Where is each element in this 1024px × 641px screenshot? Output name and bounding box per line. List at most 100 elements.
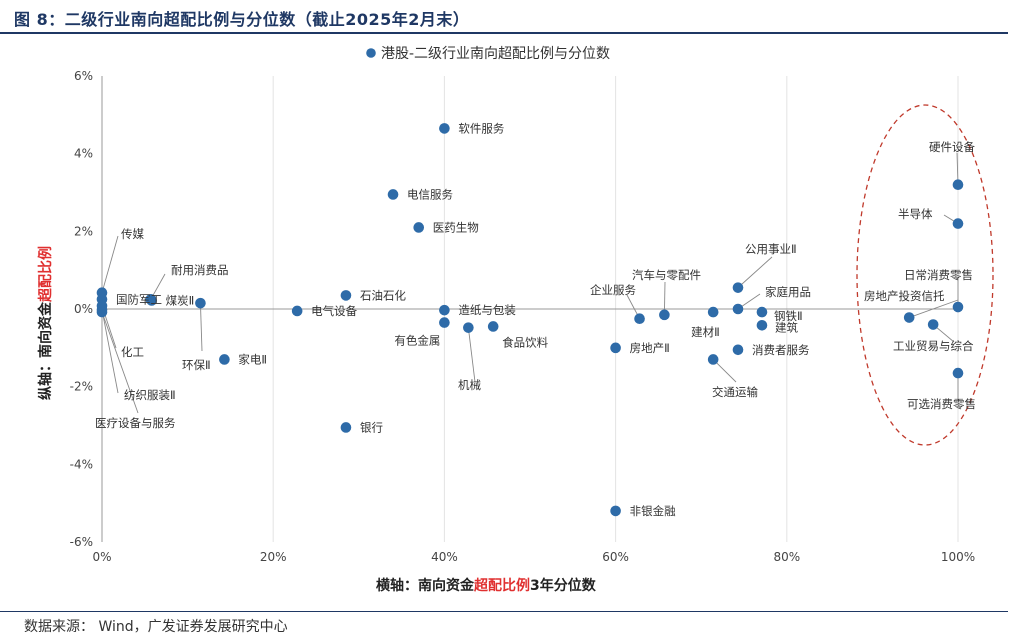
y-tick-label: -4%: [70, 457, 93, 471]
data-points: [96, 123, 964, 517]
y-tick-label: 2%: [74, 224, 93, 238]
data-point: [732, 303, 744, 315]
y-axis-title: 纵轴：南向资金超配比例: [37, 246, 54, 400]
point-label: 国防军工: [116, 292, 162, 306]
data-point: [952, 367, 964, 379]
point-label: 家电Ⅱ: [238, 352, 267, 366]
data-point: [145, 293, 157, 305]
point-label: 半导体: [898, 207, 933, 221]
point-label: 汽车与零配件: [632, 268, 701, 282]
y-tick-labels: 6% 4% 2% 0% -2% -4% -6%: [70, 69, 93, 549]
legend-label: 港股-二级行业南向超配比例与分位数: [381, 46, 610, 62]
point-label: 环保Ⅱ: [182, 358, 211, 372]
source-note: 数据来源： Wind，广发证券发展研究中心: [24, 619, 288, 635]
data-point: [756, 306, 768, 318]
data-point: [291, 305, 303, 317]
leader-line: [663, 281, 666, 315]
x-tick-label: 80%: [773, 550, 800, 564]
leader-line: [737, 256, 773, 288]
point-label: 石油石化: [360, 288, 406, 302]
data-point: [195, 297, 206, 309]
point-label: 造纸与包装: [458, 303, 516, 317]
data-point: [96, 306, 108, 318]
point-label: 银行: [360, 420, 383, 434]
point-label: 非银金融: [630, 504, 676, 518]
data-point: [903, 312, 915, 323]
leader-line: [101, 311, 139, 414]
data-point: [707, 306, 719, 318]
point-label: 房地产Ⅱ: [630, 341, 670, 355]
point-label: 电信服务: [407, 187, 453, 201]
leader-line: [199, 303, 203, 352]
highlight-ellipse: [856, 104, 994, 446]
legend-marker: [366, 48, 376, 58]
x-tick-label: 20%: [260, 550, 287, 564]
point-label: 公用事业Ⅱ: [745, 242, 797, 256]
data-point: [659, 309, 670, 321]
point-label: 纺织服装Ⅱ: [124, 388, 176, 402]
leader-line: [101, 235, 119, 293]
point-label: 化工: [121, 345, 144, 359]
leader-line: [101, 309, 119, 394]
point-label: 传媒: [121, 227, 144, 241]
data-point: [707, 354, 719, 365]
data-point: [610, 505, 621, 517]
point-label: 企业服务: [590, 283, 636, 297]
y-tick-label: -2%: [70, 380, 93, 394]
data-point: [952, 301, 964, 313]
leader-line: [467, 327, 476, 383]
data-point: [340, 290, 352, 301]
point-label: 建材Ⅱ: [691, 325, 720, 339]
data-point: [952, 179, 964, 191]
point-label: 耐用消费品: [171, 263, 229, 277]
footer-rule: [0, 611, 1008, 612]
point-label: 软件服务: [458, 121, 504, 135]
point-label: 医疗设备与服务: [95, 416, 176, 430]
leader-line: [712, 359, 737, 383]
x-tick-label: 100%: [941, 550, 975, 564]
point-label: 电气设备: [311, 304, 357, 318]
point-label: 机械: [458, 378, 481, 392]
figure-title: 图 8：二级行业南向超配比例与分位数（截止2025年2月末）: [14, 10, 470, 29]
data-point: [952, 218, 964, 229]
point-label: 消费者服务: [752, 343, 810, 357]
x-axis-title: 横轴：南向资金超配比例3年分位数: [376, 577, 597, 594]
x-tick-label: 60%: [602, 550, 629, 564]
data-point: [927, 319, 939, 330]
point-label: 医药生物: [433, 220, 479, 234]
data-point: [439, 304, 450, 316]
data-point: [387, 189, 399, 200]
leader-lines: [101, 152, 959, 414]
point-label: 日常消费零售: [904, 268, 973, 282]
data-point: [413, 222, 425, 233]
x-tick-label: 40%: [431, 550, 458, 564]
data-point: [756, 320, 768, 331]
x-tick-labels: 0% 20% 40% 60% 80% 100%: [92, 550, 975, 564]
data-point: [463, 322, 474, 333]
point-label: 食品饮料: [502, 335, 548, 349]
data-point: [610, 342, 621, 354]
point-label: 家庭用品: [765, 285, 811, 299]
point-label: 有色金属: [394, 334, 440, 348]
data-point: [340, 422, 352, 433]
data-point: [219, 354, 230, 365]
point-label: 建筑: [775, 320, 798, 334]
point-label: 房地产投资信托: [864, 289, 945, 303]
data-point: [732, 344, 744, 356]
legend: 港股-二级行业南向超配比例与分位数: [366, 46, 610, 62]
data-point: [487, 321, 499, 332]
y-tick-label: -6%: [70, 535, 93, 549]
y-tick-label: 4%: [74, 147, 93, 161]
data-point: [439, 123, 450, 134]
title-rule: [0, 32, 1008, 34]
point-label: 交通运输: [712, 385, 758, 399]
leader-line: [909, 299, 959, 318]
data-point: [732, 282, 744, 293]
point-label: 硬件设备: [929, 140, 975, 154]
y-tick-label: 6%: [74, 69, 93, 83]
point-label: 可选消费零售: [907, 397, 976, 411]
point-label: 煤炭Ⅱ: [166, 293, 195, 307]
x-tick-label: 0%: [92, 550, 111, 564]
